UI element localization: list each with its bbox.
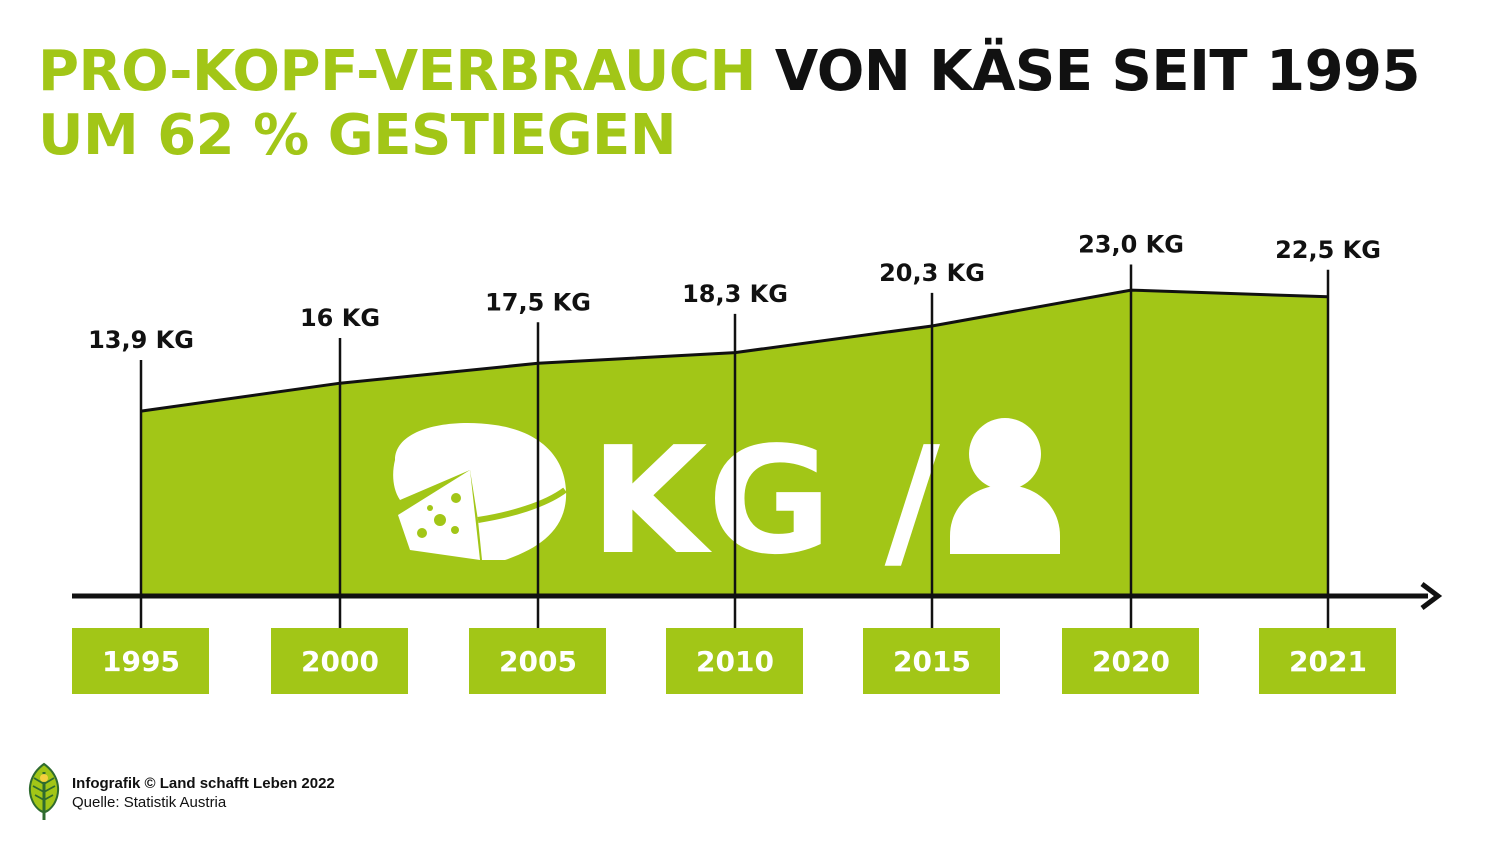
- center-kg-label: KG /: [590, 415, 941, 587]
- x-tick-label: 2021: [1289, 645, 1367, 678]
- title-main: VON KÄSE SEIT 1995: [774, 39, 1421, 104]
- marks-layer: 13,9 KG 1995 16 KG 2000 17,5 KG 2005 18,3 KG 20…: [72, 231, 1396, 694]
- person-icon: [950, 418, 1060, 554]
- year-tick-box: [863, 628, 1000, 694]
- x-tick-label: 2015: [893, 645, 971, 678]
- year-tick-box: [469, 628, 606, 694]
- data-label: 16 KG: [300, 304, 380, 332]
- data-label: 13,9 KG: [88, 326, 194, 354]
- data-label: 20,3 KG: [879, 259, 985, 287]
- x-tick-label: 1995: [102, 645, 180, 678]
- data-label: 17,5 KG: [485, 288, 591, 316]
- data-label: 23,0 KG: [1078, 231, 1184, 259]
- x-axis-arrow-icon: [1420, 582, 1443, 610]
- footer-source: Quelle: Statistik Austria: [72, 794, 227, 811]
- center-decoration: KG /: [393, 415, 1060, 587]
- cheese-wheel-icon: [393, 423, 567, 560]
- title-subline: UM 62 % GESTIEGEN: [38, 103, 677, 168]
- chart-title: PRO-KOPF-VERBRAUCH VON KÄSE SEIT 1995 UM…: [38, 40, 1420, 168]
- x-tick-label: 2010: [696, 645, 774, 678]
- title-highlight: PRO-KOPF-VERBRAUCH: [38, 39, 756, 104]
- footer: Infografik © Land schafft Leben 2022 Que…: [72, 774, 335, 812]
- leaf-logo-icon: [28, 762, 60, 820]
- x-tick-label: 2005: [499, 645, 577, 678]
- data-label: 22,5 KG: [1275, 236, 1381, 264]
- year-tick-box: [1259, 628, 1396, 694]
- footer-credit: Infografik © Land schafft Leben 2022: [72, 775, 335, 792]
- year-tick-box: [72, 628, 209, 694]
- year-tick-box: [1062, 628, 1199, 694]
- x-tick-label: 2020: [1092, 645, 1170, 678]
- x-tick-label: 2000: [301, 645, 379, 678]
- year-tick-box: [666, 628, 803, 694]
- data-label: 18,3 KG: [682, 280, 788, 308]
- year-tick-box: [271, 628, 408, 694]
